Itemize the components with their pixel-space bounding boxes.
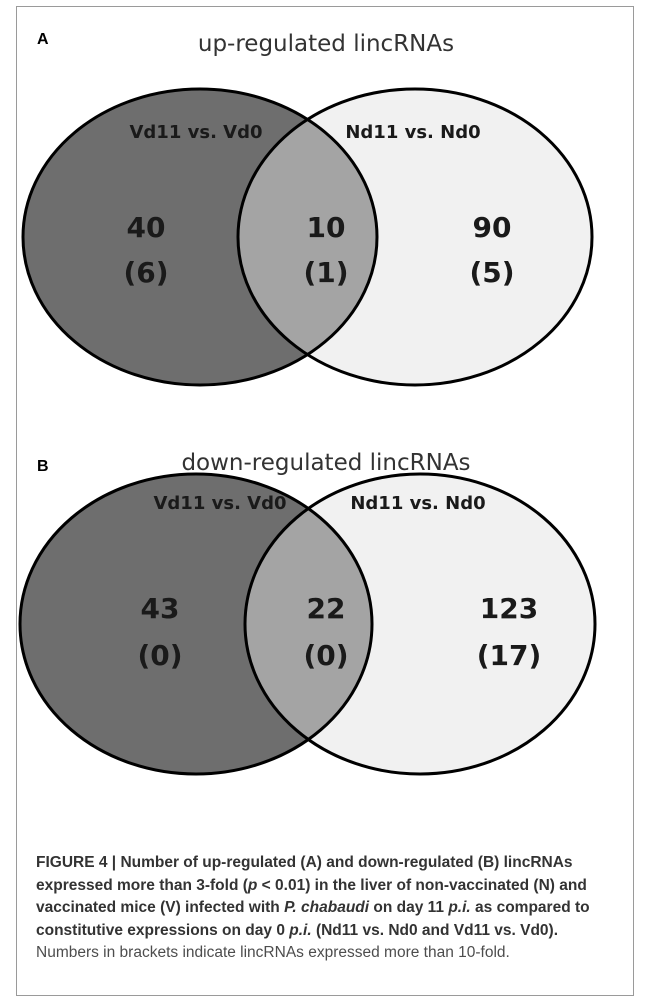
intersection-count: 10 bbox=[307, 211, 346, 244]
caption-bold-text: Number of up-regulated (A) and down-regu… bbox=[36, 854, 573, 894]
caption-bold-text: on day 11 bbox=[369, 899, 449, 916]
right-set-outline bbox=[236, 87, 594, 387]
intersection-count-10fold: (0) bbox=[303, 639, 348, 672]
right-count-10fold: (17) bbox=[477, 639, 542, 672]
left-count: 40 bbox=[127, 211, 166, 244]
figure-caption: FIGURE 4 | Number of up-regulated (A) an… bbox=[36, 852, 624, 965]
caption-bold-text: as compared to constitutive expressions … bbox=[36, 899, 590, 939]
panel-title: down-regulated lincRNAs bbox=[181, 450, 470, 476]
caption-species: P. chabaudi bbox=[284, 899, 370, 916]
left-count-10fold: (6) bbox=[123, 256, 168, 289]
overlap-region bbox=[245, 474, 372, 774]
intersection-count-10fold: (1) bbox=[303, 256, 348, 289]
panel-title: up-regulated lincRNAs bbox=[198, 31, 454, 57]
intersection-count: 22 bbox=[307, 592, 346, 625]
right-count: 90 bbox=[473, 211, 512, 244]
panel-letter: A bbox=[37, 31, 49, 48]
caption-bold-text: < 0.01) in the liver of non-vaccinated (… bbox=[36, 876, 587, 917]
left-set-outline bbox=[21, 87, 379, 387]
right-count: 123 bbox=[480, 592, 538, 625]
caption-post-infection: p.i. bbox=[289, 921, 312, 939]
venn-panel-a: A up-regulated lincRNAs Vd11 vs. Vd0 Nd1… bbox=[21, 31, 594, 387]
overlap-region bbox=[238, 89, 377, 385]
caption-post-infection: p.i. bbox=[448, 899, 471, 916]
caption-figure-label: FIGURE 4 | bbox=[36, 854, 121, 871]
left-set-outline bbox=[18, 472, 374, 776]
left-set-label: Vd11 vs. Vd0 bbox=[153, 493, 286, 514]
right-set-label: Nd11 vs. Nd0 bbox=[345, 122, 480, 143]
caption-note: Numbers in brackets indicate lincRNAs ex… bbox=[36, 944, 510, 961]
left-set-label: Vd11 vs. Vd0 bbox=[129, 122, 262, 143]
caption-bold-text: (Nd11 vs. Nd0 and Vd11 vs. Vd0). bbox=[311, 921, 559, 939]
right-count-10fold: (5) bbox=[469, 256, 514, 289]
caption-p-variable: p bbox=[247, 876, 258, 894]
right-set-label: Nd11 vs. Nd0 bbox=[350, 493, 485, 514]
left-count: 43 bbox=[141, 592, 180, 625]
venn-panel-b: B down-regulated lincRNAs Vd11 vs. Vd0 N… bbox=[18, 450, 597, 776]
right-set-outline bbox=[243, 472, 597, 776]
left-count-10fold: (0) bbox=[137, 639, 182, 672]
panel-letter: B bbox=[37, 458, 49, 475]
